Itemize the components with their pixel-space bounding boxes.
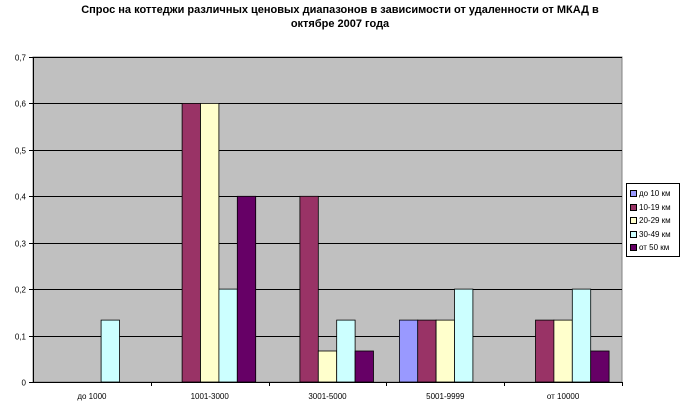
bar xyxy=(590,350,610,383)
legend-swatch xyxy=(630,230,637,238)
chart-title-line-2: октябре 2007 года xyxy=(290,18,390,30)
legend-label: до 10 км xyxy=(639,189,671,199)
legend-label: 10-19 км xyxy=(639,202,671,212)
plot-area xyxy=(32,56,623,383)
bar xyxy=(299,195,319,383)
x-tick-label: от 10000 xyxy=(547,392,580,401)
y-tick-label: 0,3 xyxy=(15,240,27,249)
y-tick-label: 0 xyxy=(22,379,27,388)
y-tick-label: 0,2 xyxy=(15,286,27,295)
bar xyxy=(435,319,455,383)
bar xyxy=(398,319,419,383)
x-tick-label: 1001-3000 xyxy=(191,392,230,401)
chart-title: Спрос на коттеджи различных ценовых диап… xyxy=(30,3,650,31)
axes: 0 0,1 0,2 0,3 0,4 0,5 0,6 0,7 до 1000 1001-3000 30… xyxy=(15,54,623,401)
y-tick-label: 0,6 xyxy=(15,100,27,109)
legend-swatch xyxy=(630,244,637,252)
y-tick-label: 0,5 xyxy=(15,147,27,156)
bar xyxy=(454,288,474,383)
legend-swatch xyxy=(630,203,637,211)
bar xyxy=(535,319,555,383)
y-tick-label: 0,1 xyxy=(15,333,27,342)
legend-label: 30-49 км xyxy=(639,229,671,239)
bar xyxy=(100,319,120,383)
bars xyxy=(100,103,610,383)
bar xyxy=(317,350,338,383)
legend-item: от 50 км xyxy=(630,241,679,255)
x-tick-label: 5001-9999 xyxy=(426,392,465,401)
bar xyxy=(354,350,374,383)
bar xyxy=(181,103,201,383)
y-tick-label: 0,4 xyxy=(15,193,27,202)
x-tick-label: 3001-5000 xyxy=(308,392,347,401)
bar xyxy=(200,103,220,383)
legend-item: 10-19 км xyxy=(630,201,679,215)
y-tick-label: 0,7 xyxy=(15,54,27,63)
legend-swatch xyxy=(630,190,637,198)
legend-swatch xyxy=(630,217,637,225)
bar xyxy=(236,195,257,383)
bar xyxy=(553,319,573,383)
legend-item: 20-29 км xyxy=(630,214,679,228)
legend-item: до 10 км xyxy=(630,187,679,201)
legend-item: 30-49 км xyxy=(630,228,679,242)
bar xyxy=(218,288,238,383)
bar xyxy=(336,319,356,383)
gridlines xyxy=(33,57,622,337)
bar xyxy=(417,319,437,383)
chart-title-line-1: Спрос на коттеджи различных ценовых диап… xyxy=(81,4,599,16)
legend: до 10 км 10-19 км 20-29 км 30-49 км от 50 км xyxy=(626,183,680,257)
legend-label: от 50 км xyxy=(639,243,670,253)
x-tick-label: до 1000 xyxy=(77,392,107,401)
bar xyxy=(571,288,592,383)
legend-label: 20-29 км xyxy=(639,216,671,226)
